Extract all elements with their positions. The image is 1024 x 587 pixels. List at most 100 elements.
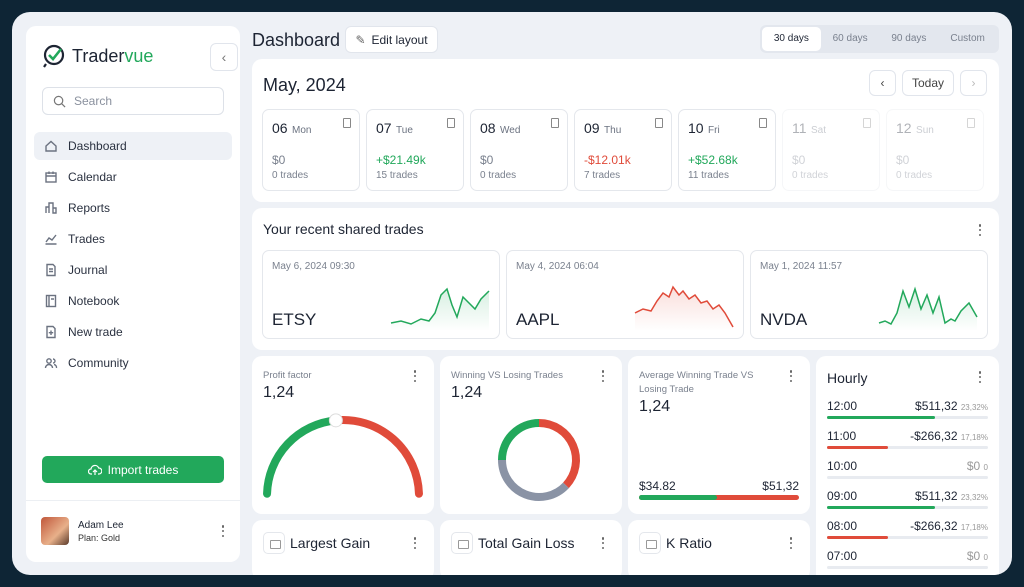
avg-trade-label: Average Winning Trade VS Losing Trade: [639, 370, 754, 395]
avg-trade-win-fill: [639, 495, 718, 500]
sidebar-item-journal[interactable]: Journal: [34, 256, 232, 284]
day-number: 11: [792, 120, 807, 136]
day-card[interactable]: 07 Tue +$21.49k 15 trades: [366, 109, 464, 191]
day-number: 12: [896, 120, 912, 136]
user-profile[interactable]: Adam Lee Plan: Gold: [26, 500, 240, 561]
hour-label: 09:00: [827, 489, 858, 503]
next-week-button[interactable]: ›: [960, 70, 987, 96]
more-options-icon[interactable]: [601, 370, 605, 382]
calendar-icon: [45, 171, 57, 183]
day-card[interactable]: 08 Wed $0 0 trades: [470, 109, 568, 191]
note-icon[interactable]: [967, 118, 975, 128]
hour-amount: -$266,32: [910, 429, 958, 443]
note-icon[interactable]: [447, 118, 455, 128]
hour-bar-fill: [827, 416, 935, 419]
sparkline: [878, 286, 978, 331]
collapse-sidebar-button[interactable]: ‹: [210, 43, 238, 71]
line-chart-icon: [45, 234, 57, 245]
hour-label: 12:00: [827, 399, 858, 413]
range-tab-60-days[interactable]: 60 days: [832, 33, 868, 44]
chevron-right-icon: ›: [971, 76, 976, 90]
hour-bar-fill: [827, 446, 889, 449]
day-pnl: $0: [480, 153, 494, 167]
day-trade-count: 0 trades: [480, 170, 517, 181]
sidebar-item-notebook[interactable]: Notebook: [34, 287, 232, 315]
avg-loss-amount: $51,32: [762, 479, 799, 493]
sidebar-item-dashboard[interactable]: Dashboard: [34, 132, 232, 160]
sidebar-item-trades[interactable]: Trades: [34, 225, 232, 253]
range-tab-30-days[interactable]: 30 days: [762, 27, 821, 51]
hour-amount: -$266,32: [910, 519, 958, 533]
sidebar-item-reports[interactable]: Reports: [34, 194, 232, 222]
more-options-icon[interactable]: [601, 537, 605, 549]
search-input[interactable]: Search: [42, 87, 224, 115]
add-document-icon: [46, 325, 56, 339]
edit-layout-label: Edit layout: [371, 32, 428, 47]
day-card[interactable]: 06 Mon $0 0 trades: [262, 109, 360, 191]
hour-amount: $511,32: [915, 399, 958, 413]
note-icon[interactable]: [551, 118, 559, 128]
sidebar-item-community[interactable]: Community: [34, 349, 232, 377]
user-menu-icon[interactable]: [221, 525, 225, 537]
note-icon[interactable]: [759, 118, 767, 128]
sidebar-item-label: Trades: [68, 232, 105, 246]
logo[interactable]: Tradervue: [42, 44, 153, 68]
more-options-icon[interactable]: [789, 537, 793, 549]
day-trade-count: 15 trades: [376, 170, 418, 181]
win-loss-donut: [498, 419, 580, 501]
sidebar-item-label: Journal: [68, 263, 108, 277]
notebook-icon: [45, 294, 57, 308]
import-trades-button[interactable]: Import trades: [42, 456, 224, 483]
k-ratio-widget: K Ratio: [628, 520, 810, 575]
sparkline-area: [635, 287, 733, 331]
sidebar-item-label: Reports: [68, 201, 111, 215]
avg-win-amount: $34.82: [639, 479, 676, 493]
sidebar-item-calendar[interactable]: Calendar: [34, 163, 232, 191]
day-card[interactable]: 11 Sat $0 0 trades: [782, 109, 880, 191]
day-card[interactable]: 10 Fri +$52.68k 11 trades: [678, 109, 776, 191]
hour-amount: $0: [966, 549, 981, 563]
win-loss-value: 1,24: [451, 384, 483, 401]
more-options-icon[interactable]: [978, 371, 982, 383]
gauge-knob: [328, 413, 343, 428]
month-title: May, 2024: [263, 75, 346, 95]
hourly-title: Hourly: [827, 370, 868, 386]
shared-trade-card[interactable]: May 4, 2024 06:04 AAPL: [506, 250, 744, 339]
wallet-icon: [263, 532, 285, 554]
note-icon[interactable]: [343, 118, 351, 128]
day-card[interactable]: 09 Thu -$12.01k 7 trades: [574, 109, 672, 191]
gauge-loss-arc: [331, 416, 423, 498]
today-button[interactable]: Today: [902, 70, 954, 96]
shared-trade-card[interactable]: May 6, 2024 09:30 ETSY: [262, 250, 500, 339]
shared-trade-card[interactable]: May 1, 2024 11:57 NVDA: [750, 250, 988, 339]
hour-bar: [827, 446, 988, 449]
hour-percent: 0: [983, 463, 988, 472]
logo-icon: [43, 44, 65, 68]
range-tab-custom[interactable]: Custom: [950, 33, 985, 44]
hour-amount: $511,32: [915, 489, 958, 503]
prev-week-button[interactable]: ‹: [869, 70, 896, 96]
hour-bar-fill: [827, 506, 935, 509]
profit-factor-widget: Profit factor 1,24: [252, 356, 434, 514]
sparkline-line: [390, 287, 490, 325]
sparkline: [634, 285, 734, 331]
note-icon[interactable]: [863, 118, 871, 128]
more-options-icon[interactable]: [789, 370, 793, 382]
day-card[interactable]: 12 Sun $0 0 trades: [886, 109, 984, 191]
range-tab-90-days[interactable]: 90 days: [891, 33, 927, 44]
more-options-icon[interactable]: [413, 537, 417, 549]
weekday: Wed: [500, 125, 521, 136]
note-icon[interactable]: [655, 118, 663, 128]
more-options-icon[interactable]: [978, 224, 982, 236]
sidebar-item-new-trade[interactable]: New trade: [34, 318, 232, 346]
wallet-icon: [639, 532, 661, 554]
search-icon: [53, 95, 66, 107]
home-icon: [45, 140, 57, 152]
hourly-row: 08:00 -$266,32 17,18%: [827, 519, 988, 549]
weekday: Thu: [604, 125, 622, 136]
chevron-left-icon: ‹: [880, 76, 885, 90]
app-window: Tradervue ‹ Search Dashboard Calendar Repo…: [12, 12, 1012, 575]
more-options-icon[interactable]: [413, 370, 417, 382]
avatar: [41, 517, 69, 545]
edit-layout-button[interactable]: ✎ Edit layout: [345, 26, 438, 53]
